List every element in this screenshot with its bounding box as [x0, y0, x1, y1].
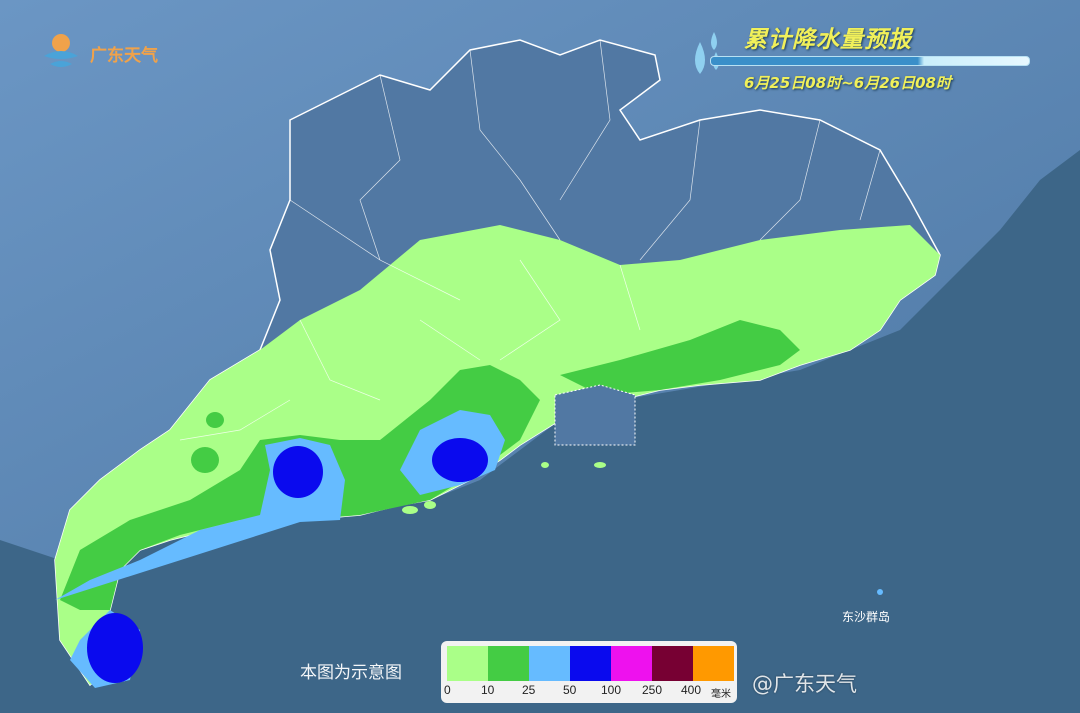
legend-tick: 25: [522, 683, 536, 697]
legend-swatch-25-50: [529, 646, 570, 681]
legend-unit: 毫米: [711, 689, 731, 700]
schematic-note: 本图为示意图: [300, 663, 402, 683]
rain-spot: [206, 412, 224, 428]
rainfall-legend: 0 10 25 50 100 250 400 毫米: [441, 641, 737, 703]
forecast-period: 6月25日08时~6月26日08时: [744, 74, 951, 92]
logo-text: 广东天气: [90, 45, 158, 66]
sun-cloud-logo-icon: [44, 34, 78, 67]
islands: [402, 462, 883, 595]
legend-swatch-400-plus: [693, 646, 734, 681]
legend-swatch-10-25: [488, 646, 529, 681]
rain-50-100: [87, 613, 143, 683]
rain-50-100: [273, 446, 323, 498]
legend-tick: 10: [481, 683, 495, 697]
rain-spot: [191, 447, 219, 473]
legend-tick: 100: [601, 683, 622, 697]
legend-tick: 250: [642, 683, 663, 697]
legend-tick: 0: [444, 683, 451, 697]
legend-swatch-100-250: [611, 646, 652, 681]
map-title: 累计降水量预报: [744, 27, 912, 53]
hong-kong-boundary: [554, 384, 636, 446]
rain-10-25-east: [560, 320, 800, 395]
title-block: 累计降水量预报 6月25日08时~6月26日08时: [686, 12, 1031, 102]
legend-swatch-0-10: [447, 646, 488, 681]
legend-tick: 50: [563, 683, 577, 697]
legend-swatch-50-100: [570, 646, 611, 681]
legend-tick: 400: [681, 683, 702, 697]
water-drops-icon: [695, 32, 719, 74]
title-divider: [710, 56, 1030, 66]
weibo-watermark: @广东天气: [752, 672, 857, 696]
rain-50-100: [432, 438, 488, 482]
county-boundaries: [179, 39, 881, 441]
dongsha-islands-label: 东沙群岛: [842, 610, 891, 624]
guangdong-weather-logo: 广东天气: [36, 28, 158, 78]
legend-swatch-250-400: [652, 646, 693, 681]
